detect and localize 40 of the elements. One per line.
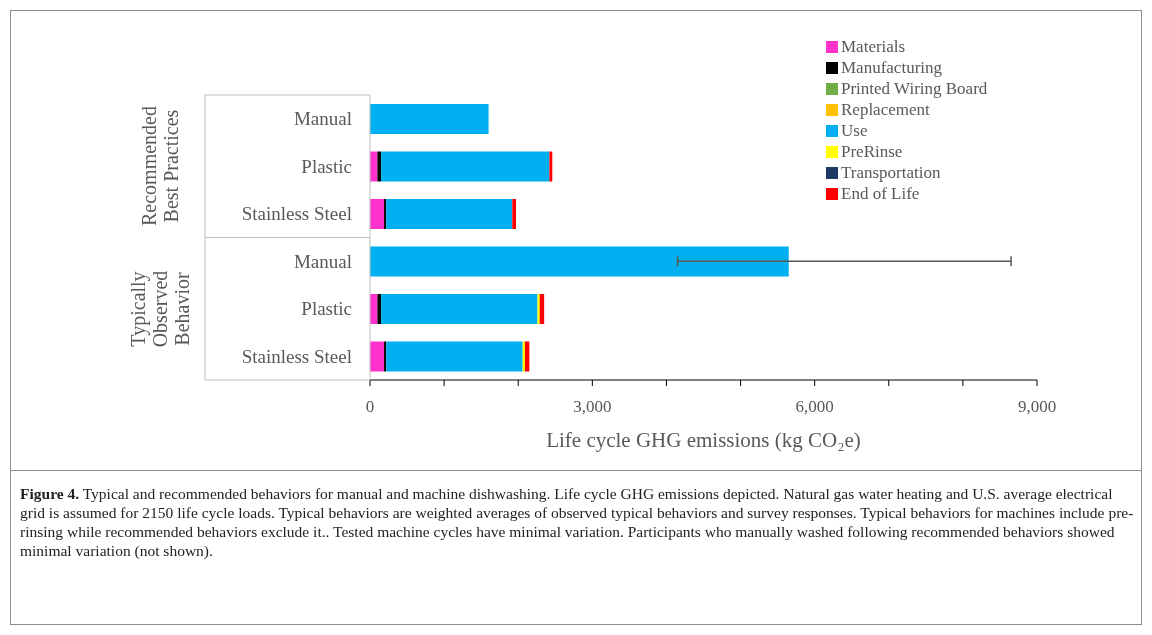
legend-label: Transportation [841,162,941,183]
text: Typically Observed Behavior [127,269,193,350]
y-tick-label: Manual [293,108,352,130]
x-tick-label: 0 [365,397,375,417]
text: Recommended Best Practices [138,105,182,229]
bar [512,199,516,229]
bar [384,199,387,229]
x-tick-label: 3,000 [573,397,612,417]
legend-label: Replacement [841,99,930,120]
bar [549,151,553,182]
bar [370,246,789,277]
y-tick-label: Plastic [301,298,352,320]
bar [539,294,545,324]
legend-label: PreRinse [841,141,903,162]
x-tick-label: 6,000 [795,397,834,417]
bar [370,104,489,134]
bar [384,341,387,372]
y-tick-label: Stainless Steel [241,203,352,225]
legend-label: End of Life [841,183,920,204]
legend-label: Manufacturing [841,57,943,78]
y-tick-label: Plastic [301,155,352,177]
x-tick-label: 9,000 [1017,397,1057,417]
x-axis-title: Life cycle GHG emissions (kg CO₂e) [545,428,862,453]
bar [370,199,385,229]
y-tick-label: Stainless Steel [241,345,352,367]
caption: Figure 4. [20,485,80,502]
bar [377,151,382,182]
legend-label: Materials [841,36,906,57]
bar [386,341,523,372]
bar [522,341,525,372]
bar [381,151,550,182]
bar [377,294,382,324]
bar [524,341,530,372]
y-tick-label: Manual [293,250,352,272]
bar [386,199,513,229]
bar [381,294,538,324]
bar [370,341,385,372]
legend-label: Use [841,120,868,141]
legend-label: Printed Wiring Board [841,78,988,99]
bar [537,294,540,324]
